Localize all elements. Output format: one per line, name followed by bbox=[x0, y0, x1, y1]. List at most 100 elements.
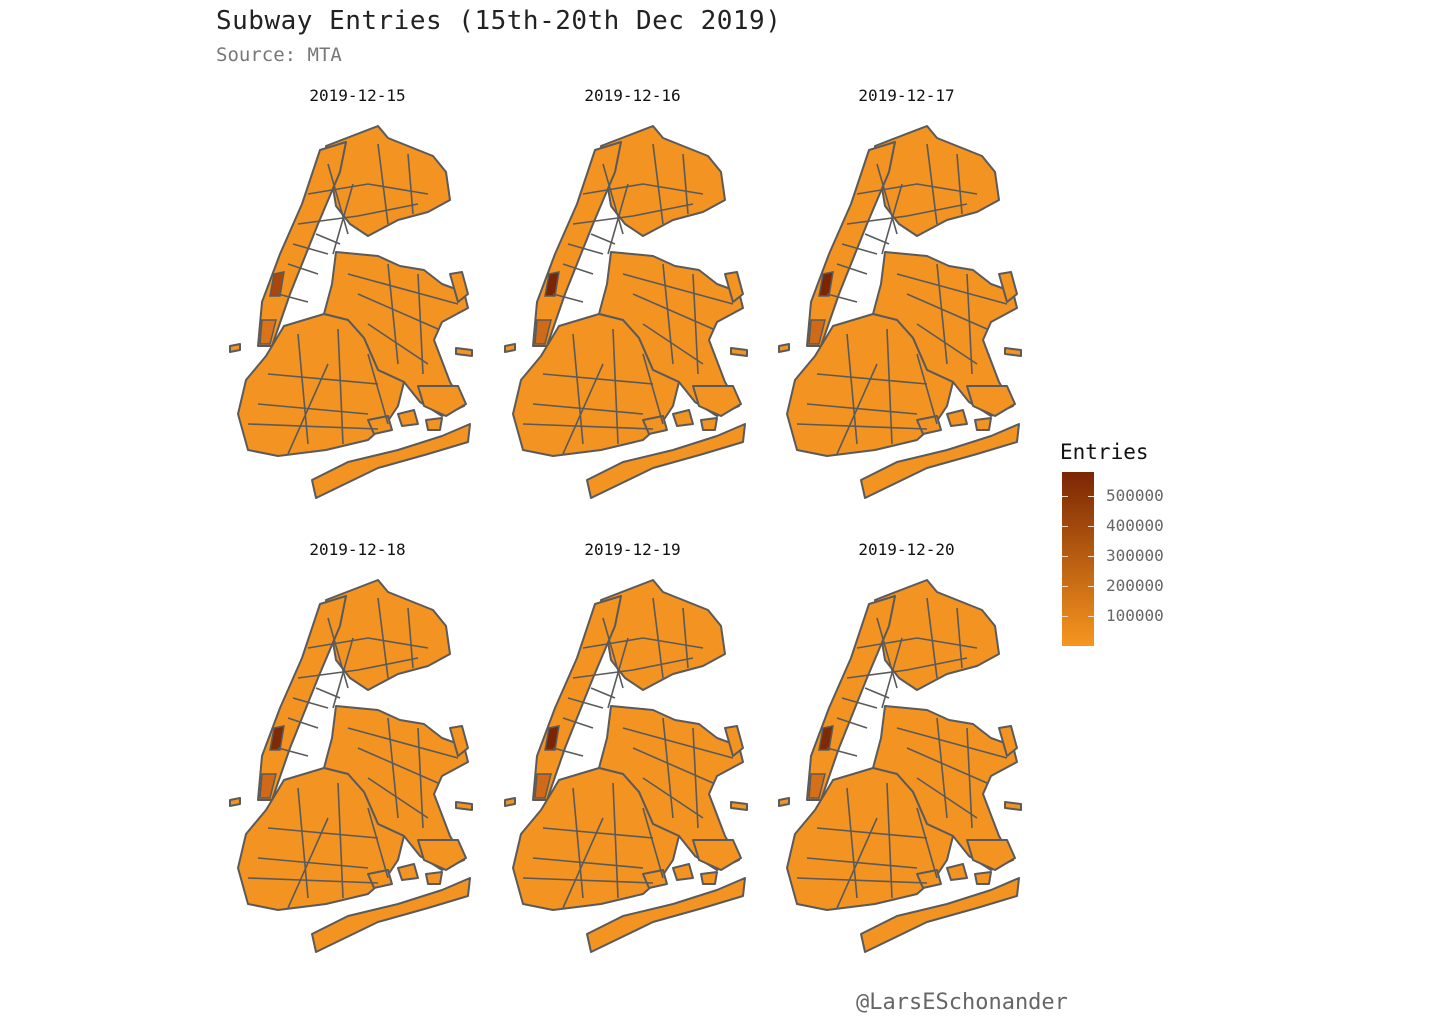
map-panel-2019-12-16: 2019-12-16 bbox=[495, 86, 770, 536]
choropleth-map bbox=[778, 579, 1022, 953]
legend-tick-label: 100000 bbox=[1106, 606, 1164, 625]
region-bay-island-3 bbox=[425, 871, 443, 885]
region-rockaway bbox=[311, 877, 471, 953]
boundary-line bbox=[916, 777, 978, 819]
boundary-line bbox=[602, 163, 624, 235]
boundary-line bbox=[267, 827, 379, 839]
region-bay-island-2 bbox=[946, 863, 968, 881]
facet-label: 2019-12-15 bbox=[309, 86, 406, 105]
boundary-line bbox=[347, 273, 459, 305]
boundary-line bbox=[642, 807, 664, 879]
choropleth-map bbox=[504, 125, 748, 499]
boundary-line bbox=[307, 183, 429, 195]
region-lower-manhattan bbox=[534, 773, 552, 799]
region-midtown-peak bbox=[818, 725, 834, 751]
legend-tick-mark bbox=[1062, 556, 1068, 557]
boundary-line bbox=[572, 657, 694, 679]
chart-subtitle: Source: MTA bbox=[216, 44, 342, 66]
boundary-line bbox=[357, 747, 439, 784]
region-bay-island-2 bbox=[946, 409, 968, 427]
boundary-line bbox=[836, 717, 868, 729]
boundary-line bbox=[567, 697, 604, 709]
boundary-line bbox=[841, 697, 878, 709]
boundary-line bbox=[562, 717, 594, 729]
boundary-line bbox=[292, 697, 329, 709]
region-east-islet bbox=[455, 801, 473, 811]
legend-tick-mark bbox=[1062, 616, 1068, 617]
chart-title: Subway Entries (15th-20th Dec 2019) bbox=[216, 6, 782, 36]
region-lower-manhattan bbox=[534, 319, 552, 345]
boundary-line bbox=[916, 323, 978, 365]
boundary-line bbox=[886, 782, 893, 899]
legend-tick-mark bbox=[1062, 496, 1068, 497]
boundary-line bbox=[552, 293, 584, 303]
boundary-line bbox=[936, 717, 948, 819]
boundary-line bbox=[267, 373, 379, 385]
boundary-line bbox=[297, 657, 419, 679]
boundary-line bbox=[287, 363, 329, 455]
boundary-line bbox=[836, 817, 878, 909]
boundary-line bbox=[856, 637, 978, 649]
boundary-line bbox=[612, 328, 619, 445]
region-east-islands bbox=[449, 725, 469, 757]
boundary-line bbox=[407, 607, 414, 669]
region-west-islet bbox=[504, 797, 516, 807]
region-east-islands bbox=[998, 271, 1018, 303]
boundary-line bbox=[796, 423, 928, 430]
region-bay-island-3 bbox=[974, 871, 992, 885]
boundary-line bbox=[836, 263, 868, 275]
boundary-line bbox=[642, 323, 704, 365]
boundary-line bbox=[357, 293, 439, 330]
region-midtown-peak bbox=[269, 725, 285, 751]
region-east-islands bbox=[449, 271, 469, 303]
boundary-line bbox=[662, 717, 674, 819]
map-panel-2019-12-15: 2019-12-15 bbox=[220, 86, 495, 536]
boundary-line bbox=[292, 243, 329, 255]
boundary-line bbox=[602, 617, 624, 689]
boundary-line bbox=[567, 243, 604, 255]
boundary-line bbox=[417, 727, 424, 829]
boundary-line bbox=[247, 423, 379, 430]
boundary-line bbox=[387, 263, 399, 365]
region-east-islet bbox=[730, 801, 748, 811]
region-jfk-area bbox=[417, 839, 467, 871]
boundary-line bbox=[277, 747, 309, 757]
boundary-line bbox=[896, 727, 1008, 759]
boundary-line bbox=[287, 717, 319, 729]
legend-tick-mark bbox=[1088, 526, 1094, 527]
boundary-line bbox=[846, 203, 968, 225]
choropleth-map bbox=[504, 579, 748, 953]
boundary-line bbox=[377, 143, 389, 225]
region-west-islet bbox=[504, 343, 516, 353]
region-west-islet bbox=[229, 797, 241, 807]
boundary-line bbox=[632, 747, 714, 784]
map-panel-2019-12-20: 2019-12-20 bbox=[769, 540, 1044, 990]
boundary-line bbox=[682, 607, 689, 669]
boundary-line bbox=[826, 293, 858, 303]
region-east-islet bbox=[1004, 801, 1022, 811]
boundary-line bbox=[806, 857, 918, 869]
boundary-line bbox=[622, 273, 734, 305]
boundary-line bbox=[881, 183, 903, 255]
boundary-line bbox=[367, 353, 389, 425]
boundary-line bbox=[542, 827, 654, 839]
region-jfk-area bbox=[417, 385, 467, 417]
boundary-line bbox=[856, 183, 978, 195]
boundary-line bbox=[846, 657, 968, 679]
legend-colorbar bbox=[1062, 472, 1094, 646]
boundary-line bbox=[337, 328, 344, 445]
boundary-line bbox=[881, 637, 903, 709]
region-jfk-area bbox=[692, 385, 742, 417]
region-midtown-peak bbox=[544, 271, 560, 297]
boundary-line bbox=[337, 782, 344, 899]
boundary-line bbox=[572, 203, 694, 225]
boundary-line bbox=[332, 637, 354, 709]
boundary-line bbox=[542, 373, 654, 385]
boundary-line bbox=[806, 403, 918, 415]
region-east-islands bbox=[724, 271, 744, 303]
region-jfk-area bbox=[692, 839, 742, 871]
map-panel-2019-12-19: 2019-12-19 bbox=[495, 540, 770, 990]
map-panel-2019-12-18: 2019-12-18 bbox=[220, 540, 495, 990]
boundary-line bbox=[297, 203, 419, 225]
boundary-line bbox=[582, 637, 704, 649]
